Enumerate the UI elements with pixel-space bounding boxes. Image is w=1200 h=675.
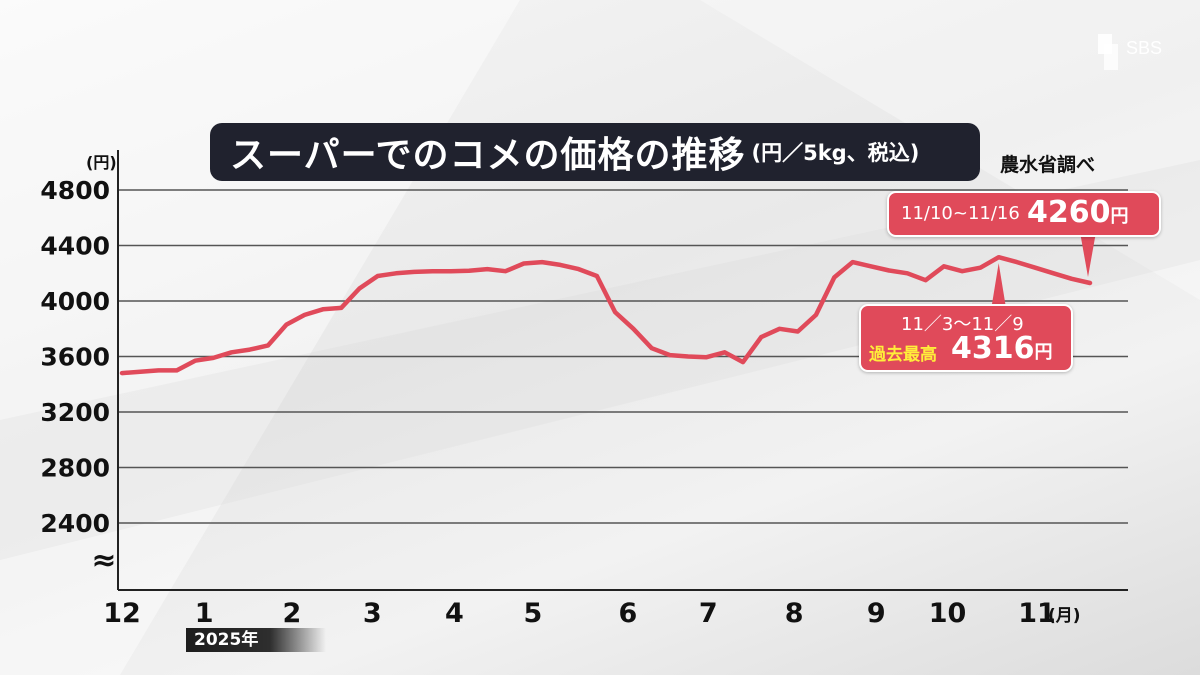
- latest-unit: 円: [1110, 206, 1129, 227]
- x-axis-unit-label: (月): [1048, 606, 1081, 626]
- sbs-logo-text: SBS: [1126, 38, 1163, 58]
- axis-break-mark: ≈: [91, 543, 116, 578]
- sbs-logo: [1098, 34, 1118, 70]
- x-tick-label: 7: [699, 598, 718, 629]
- chart-title-banner: スーパーでのコメの価格の推移 (円／5kg、税込): [210, 123, 980, 181]
- x-tick-label: 12: [103, 598, 141, 629]
- y-tick-label: 3600: [40, 343, 110, 372]
- x-tick-label: 1: [195, 598, 214, 629]
- record-range: 11／3～11／9: [901, 314, 1024, 335]
- latest-value: 4260: [1027, 195, 1111, 230]
- record-value-group: 4316円: [951, 331, 1053, 366]
- latest-price-callout: 11/10~11/16 4260円: [887, 191, 1161, 237]
- latest-range: 11/10~11/16: [901, 203, 1020, 224]
- chart-subtitle: (円／5kg、税込): [751, 141, 920, 165]
- y-tick-label: 4000: [40, 287, 110, 316]
- record-value: 4316: [951, 331, 1035, 366]
- x-tick-label: 11: [1018, 598, 1056, 629]
- price-series-line: [119, 254, 1093, 376]
- x-tick-label: 6: [619, 598, 638, 629]
- x-tick-label: 4: [445, 598, 464, 629]
- x-tick-label: 5: [524, 598, 543, 629]
- latest-value-group: 4260円: [1027, 195, 1129, 230]
- x-tick-label: 9: [867, 598, 886, 629]
- chart-title: スーパーでのコメの価格の推移: [230, 135, 746, 176]
- x-tick-label: 3: [363, 598, 382, 629]
- latest-callout-pointer: [1080, 232, 1096, 277]
- x-tick-label: 10: [929, 598, 967, 629]
- record-price-callout: 11／3～11／9 過去最高 4316円: [859, 304, 1073, 372]
- record-unit: 円: [1034, 342, 1053, 363]
- y-tick-label: 3200: [40, 398, 110, 427]
- year-label: 2025年: [186, 628, 326, 652]
- x-tick-label: 8: [785, 598, 804, 629]
- x-tick-label: 2: [282, 598, 301, 629]
- record-label: 過去最高: [869, 345, 937, 365]
- y-tick-label: 2800: [40, 454, 110, 483]
- y-tick-label: 2400: [40, 509, 110, 538]
- y-axis-unit-label: (円): [86, 153, 117, 172]
- y-tick-label: 4800: [40, 176, 110, 205]
- record-callout-pointer: [991, 263, 1006, 306]
- y-tick-label: 4400: [40, 232, 110, 261]
- data-source: 農水省調べ: [1000, 154, 1096, 176]
